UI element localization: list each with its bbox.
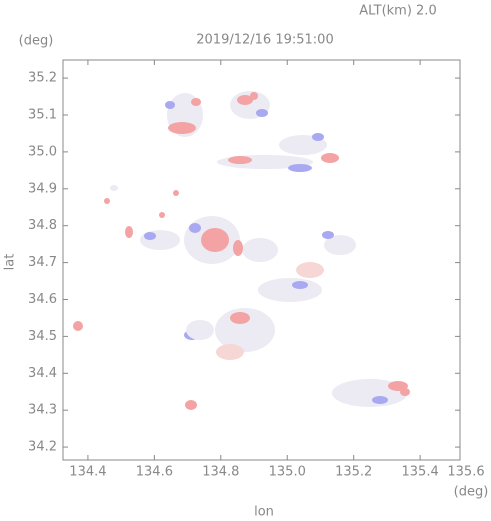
y-unit: (deg) xyxy=(19,34,54,49)
plot-frame xyxy=(62,59,461,461)
chart-title: 2019/12/16 19:51:00 xyxy=(196,33,333,48)
y-tick-label: 34.3 xyxy=(28,403,57,418)
x-tick-label: 134.6 xyxy=(136,465,173,480)
y-tick-label: 34.6 xyxy=(28,292,57,307)
y-tick-label: 35.1 xyxy=(28,107,57,122)
x-tick-label: 135.4 xyxy=(402,465,439,480)
y-tick-label: 34.7 xyxy=(28,255,57,270)
y-tick-label: 34.5 xyxy=(28,329,57,344)
y-tick-label: 34.2 xyxy=(28,440,57,455)
y-tick-label: 34.8 xyxy=(28,218,57,233)
y-label: lat xyxy=(3,254,18,271)
x-label: lon xyxy=(254,505,274,520)
x-tick-label: 135.6 xyxy=(447,465,484,480)
x-tick-label: 134.8 xyxy=(202,465,239,480)
x-tick-label: 135.2 xyxy=(335,465,372,480)
y-tick-label: 35.0 xyxy=(28,144,57,159)
x-tick-label: 134.4 xyxy=(69,465,106,480)
subtitle: ALT(km) 2.0 xyxy=(359,4,436,19)
y-tick-label: 34.4 xyxy=(28,366,57,381)
x-unit: (deg) xyxy=(454,485,489,500)
echoes xyxy=(73,91,410,410)
x-tick-label: 135.0 xyxy=(269,465,306,480)
y-tick-label: 35.2 xyxy=(28,71,57,86)
y-tick-label: 34.9 xyxy=(28,181,57,196)
